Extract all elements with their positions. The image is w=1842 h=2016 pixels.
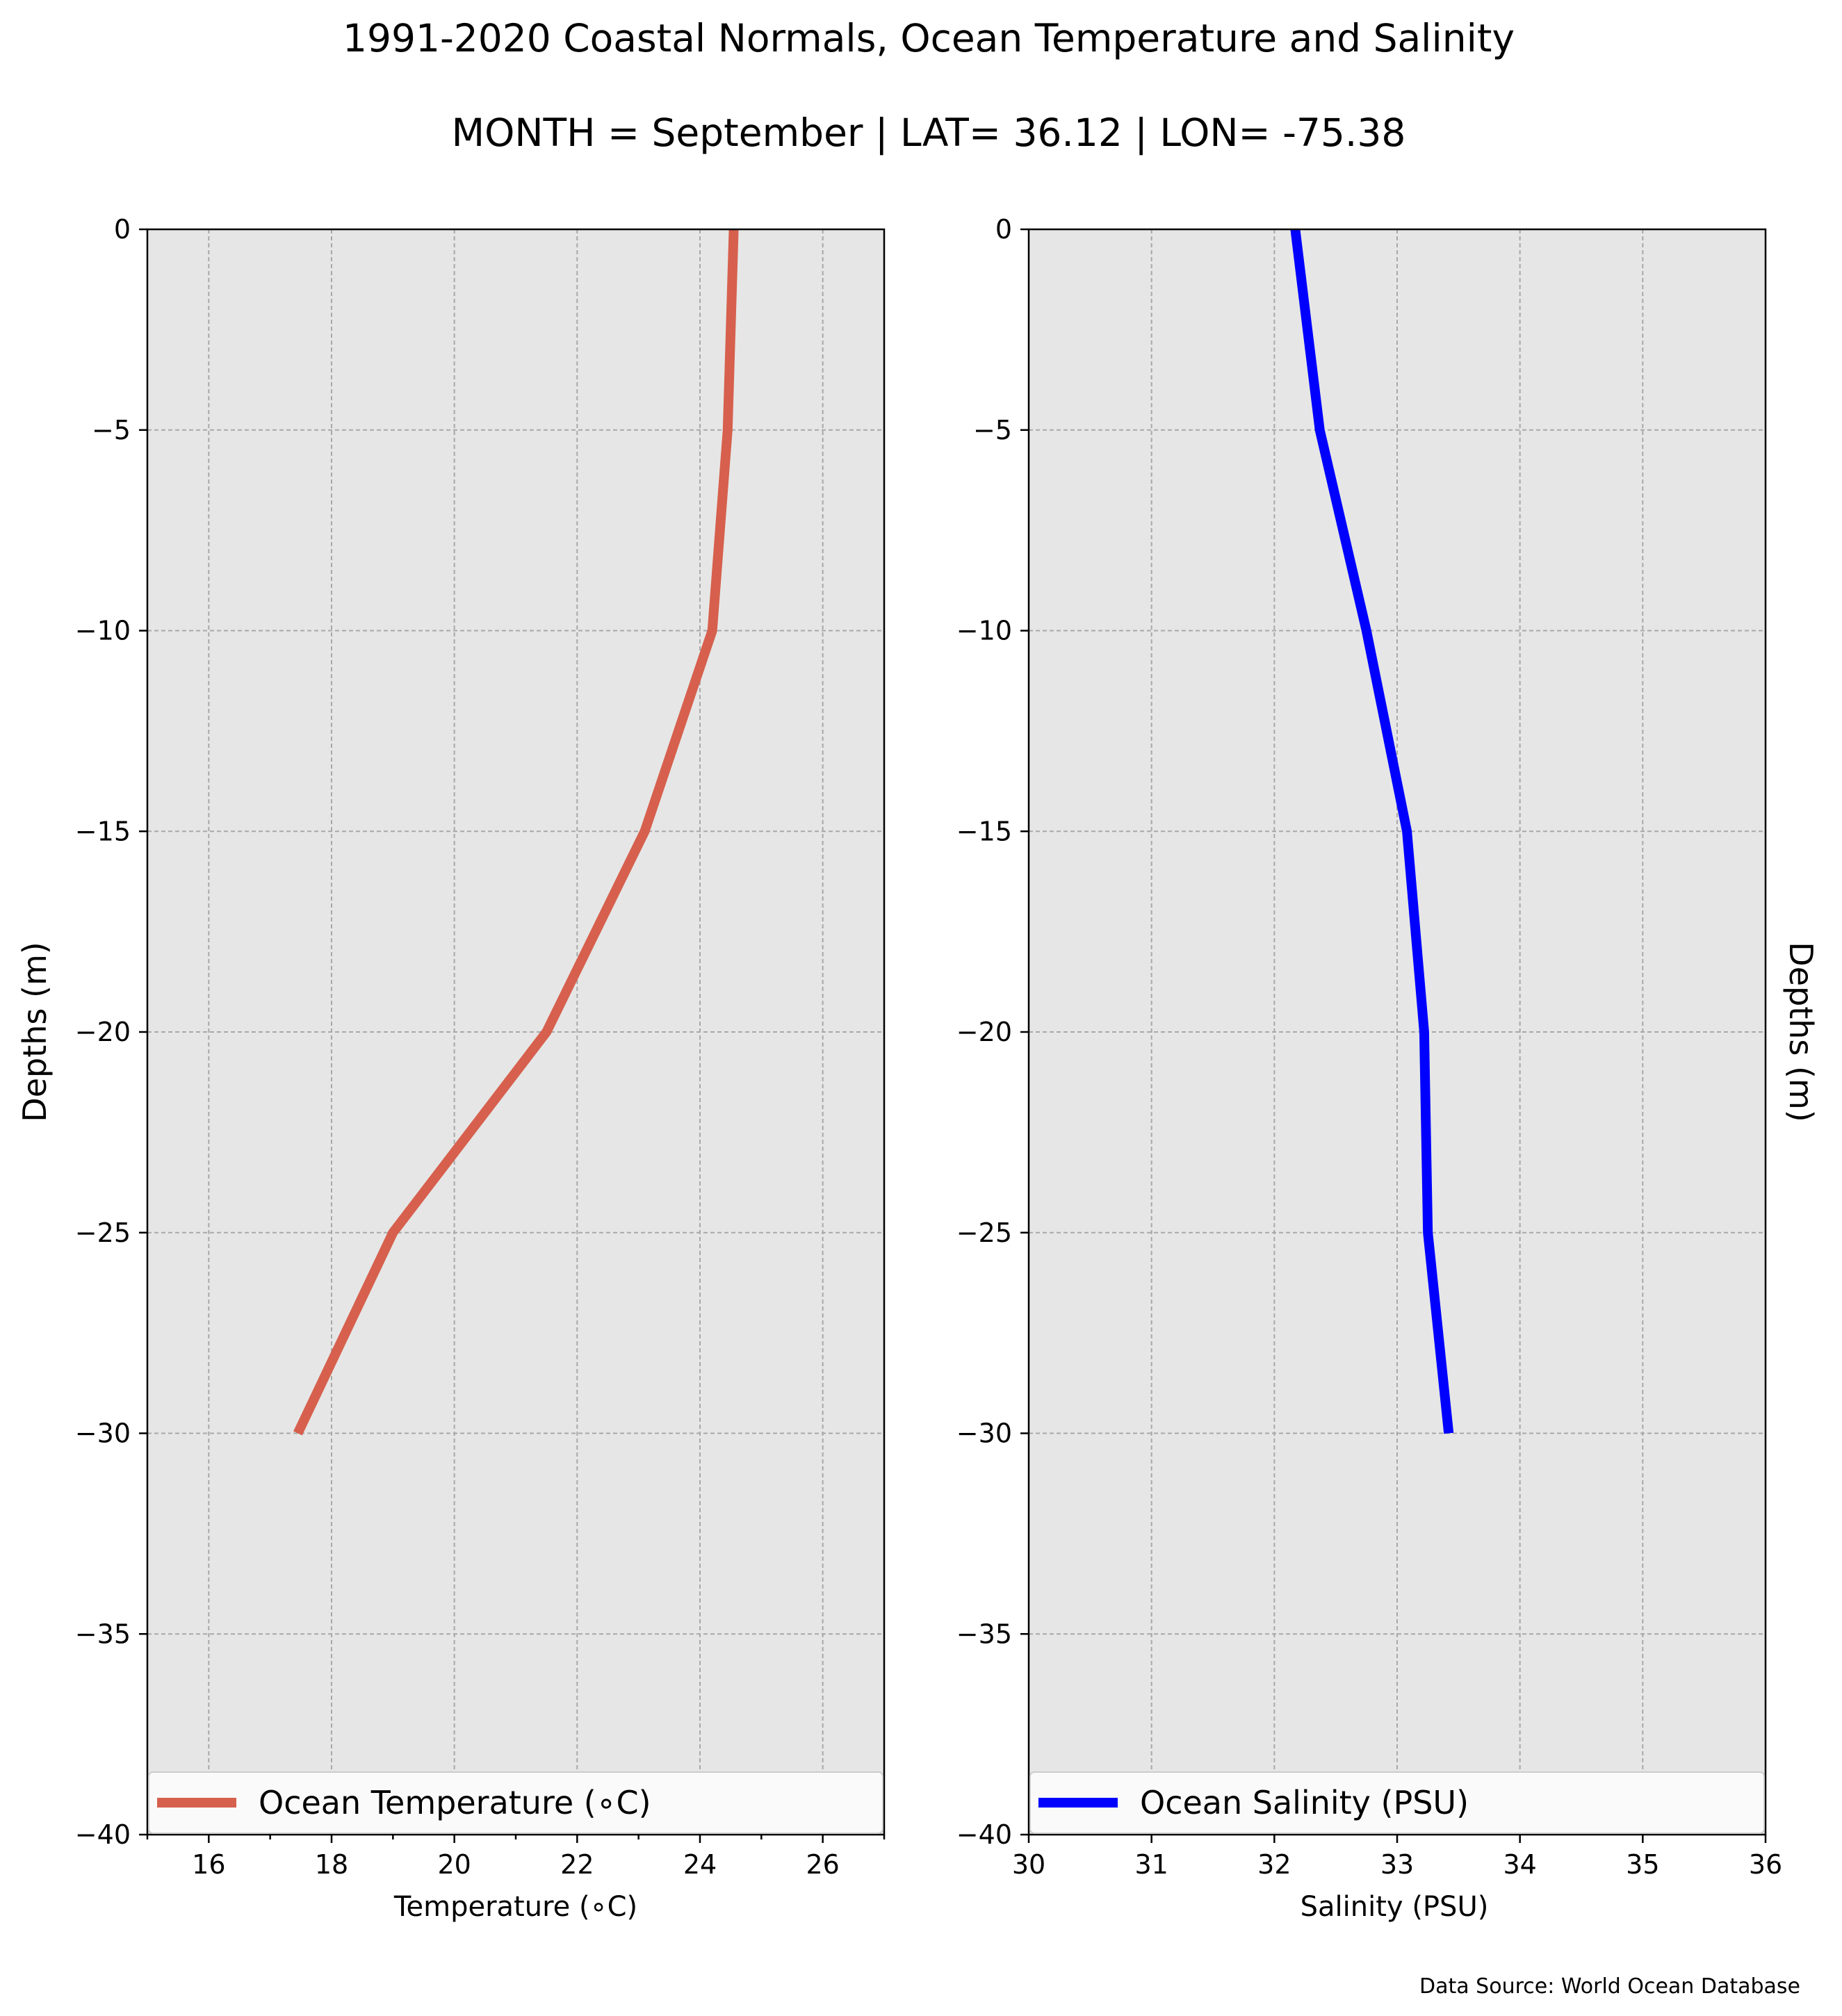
temperature-legend-box [148,1771,883,1834]
salinity-x-tick-label: 30 [1012,1849,1045,1880]
salinity-y-tick-label: −5 [973,415,1012,445]
temperature-x-tick-label: 22 [560,1849,594,1880]
salinity-y-tick-label: −20 [956,1017,1012,1047]
temperature-x-tick-label: 24 [683,1849,717,1880]
temperature-grid [147,229,884,1835]
salinity-x-tick-label: 36 [1749,1849,1782,1880]
temperature-spine [146,228,886,1836]
temperature-y-tick-label: −25 [75,1218,131,1248]
temperature-legend-label: Ocean Temperature (∘C) [259,1784,651,1821]
salinity-legend-box [1029,1771,1765,1834]
salinity-x-tick-label: 33 [1380,1849,1414,1880]
temperature-y-tick-label: −20 [75,1017,131,1047]
figure-title: 1991-2020 Coastal Normals, Ocean Tempera… [343,16,1515,60]
temperature-x-tick-label: 18 [315,1849,348,1880]
figure-subtitle: MONTH = September | LAT= 36.12 | LON= -7… [452,110,1406,156]
temperature-x-tick-label: 16 [192,1849,225,1880]
temperature-legend: Ocean Temperature (∘C) [148,1771,883,1834]
salinity-y-tick-label: 0 [995,214,1012,245]
temperature-y-tick-label: −10 [75,616,131,646]
temperature-ticks: 16 18 20 22 24 26 0 −5 −10 −15 −20 −25 −30 −35 −40 [75,214,886,1880]
temperature-y-tick-label: −5 [92,415,131,445]
temperature-y-tick-label: −40 [75,1819,131,1850]
salinity-y-tick-label: −30 [956,1418,1012,1449]
temperature-x-axis-label: Temperature (∘C) [393,1891,637,1923]
salinity-chart: 30 31 32 33 34 35 36 0 −5 −10 −15 −20 −25 −30 −35 −40 O… [956,214,1820,1923]
salinity-y-tick-label: −35 [956,1618,1012,1649]
temperature-x-tick-label: 26 [806,1849,839,1880]
temperature-series [293,229,739,1436]
temperature-x-tick-label: 20 [437,1849,471,1880]
salinity-x-axis-label: Salinity (PSU) [1301,1891,1489,1923]
salinity-x-tick-label: 32 [1257,1849,1291,1880]
salinity-legend-label: Ocean Salinity (PSU) [1140,1784,1469,1821]
temperature-y-tick-label: −30 [75,1418,131,1449]
salinity-x-tick-label: 34 [1503,1849,1536,1880]
salinity-y-tick-label: −40 [956,1819,1012,1850]
salinity-y-axis-label: Depths (m) [1782,942,1820,1122]
salinity-x-tick-label: 35 [1626,1849,1659,1880]
salinity-profile-line [1290,229,1454,1434]
salinity-y-tick-label: −25 [956,1218,1012,1248]
salinity-series [1290,229,1454,1434]
salinity-spine [1027,228,1767,1836]
temperature-y-tick-label: −15 [75,816,131,846]
temperature-y-tick-label: −35 [75,1618,131,1649]
salinity-legend: Ocean Salinity (PSU) [1029,1771,1765,1834]
salinity-ticks: 30 31 32 33 34 35 36 0 −5 −10 −15 −20 −25 −30 −35 −40 [956,214,1782,1880]
salinity-y-tick-label: −10 [956,616,1012,646]
temperature-profile-line [293,229,739,1436]
salinity-x-tick-label: 31 [1134,1849,1168,1880]
temperature-y-tick-label: 0 [114,214,131,245]
data-source-note: Data Source: World Ocean Database [1419,1974,1800,1999]
salinity-y-tick-label: −15 [956,816,1012,846]
temperature-y-axis-label: Depths (m) [16,942,54,1122]
temperature-chart: 16 18 20 22 24 26 0 −5 −10 −15 −20 −25 −30 −35 −40 Oce… [16,214,886,1923]
